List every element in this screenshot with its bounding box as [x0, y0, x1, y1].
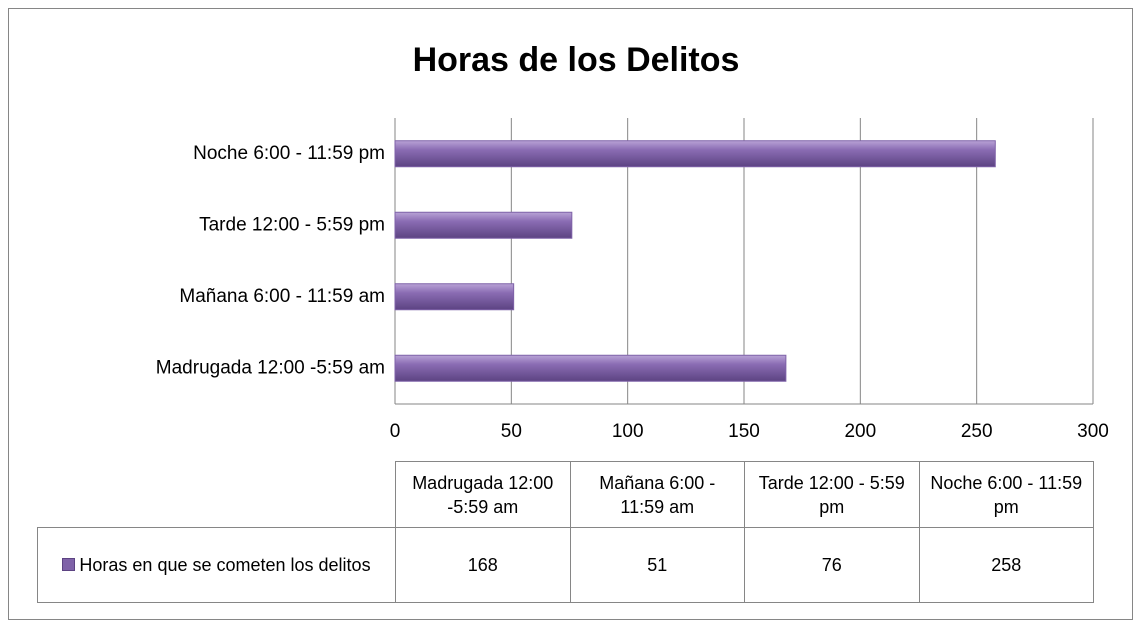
table-legend: Horas en que se cometen los delitos: [37, 527, 396, 603]
bar: [394, 140, 996, 168]
table-value: 258: [918, 527, 1094, 603]
y-tick-label: Mañana 6:00 - 11:59 am: [179, 286, 385, 307]
table-value: 168: [395, 527, 571, 603]
y-tick-label: Madrugada 12:00 -5:59 am: [156, 357, 385, 378]
legend-entry: Horas en que se cometen los delitos: [62, 553, 371, 577]
table-value-text: 76: [821, 555, 842, 575]
x-tick-label: 100: [612, 421, 644, 442]
bar: [394, 354, 787, 382]
legend-key: [62, 558, 76, 571]
table-header: Madrugada 12:00 -5:59 am: [395, 461, 571, 528]
table-header-text: Noche 6:00 - 11:59 pm: [930, 472, 1083, 517]
table-value: 51: [569, 527, 745, 603]
table-value-text: 258: [991, 555, 1022, 575]
table-header-text: Tarde 12:00 - 5:59 pm: [758, 472, 905, 517]
table-header: Noche 6:00 - 11:59 pm: [918, 461, 1094, 528]
x-tick-label: 200: [844, 421, 876, 442]
table-header: Mañana 6:00 - 11:59 am: [569, 461, 745, 528]
bar: [394, 211, 573, 239]
x-tick-label: 250: [961, 421, 993, 442]
x-tick-label: 300: [1077, 421, 1109, 442]
table-value-text: 51: [647, 555, 668, 575]
table-header: Tarde 12:00 - 5:59 pm: [744, 461, 920, 528]
x-tick-label: 50: [501, 421, 522, 442]
chart-title: Horas de los Delitos: [413, 41, 740, 79]
table-header-text: Madrugada 12:00 -5:59 am: [412, 472, 554, 517]
table-value-text: 168: [467, 555, 498, 575]
x-tick-label: 0: [390, 421, 401, 442]
bar: [394, 283, 515, 311]
y-tick-label: Tarde 12:00 - 5:59 pm: [199, 214, 385, 235]
legend-text: Horas en que se cometen los delitos: [79, 555, 371, 575]
y-tick-label: Noche 6:00 - 11:59 pm: [193, 143, 385, 164]
table-header-text: Mañana 6:00 - 11:59 am: [599, 472, 716, 517]
x-tick-label: 150: [728, 421, 760, 442]
chart-border: [8, 8, 1133, 620]
table-value: 76: [744, 527, 920, 603]
